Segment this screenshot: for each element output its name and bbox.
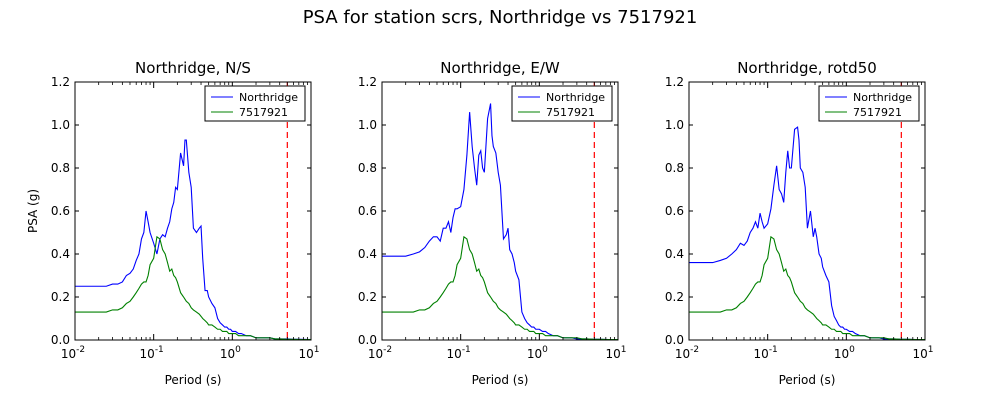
legend: Northridge 7517921 (511, 85, 613, 122)
y-tick-label: 0.2 (665, 290, 684, 304)
y-tick-label: 0.6 (358, 204, 377, 218)
chart-panel-3: 0.0 0.2 0.4 0.6 0.8 1.0 1.2 10-2 10-1 100 101 North… (665, 59, 934, 387)
chart-title: Northridge, N/S (135, 59, 251, 77)
y-tick-label: 0.2 (51, 290, 70, 304)
y-tick-label: 0.6 (665, 204, 684, 218)
legend-label-1: Northridge (239, 91, 298, 104)
chart-panel-2: 0.0 0.2 0.4 0.6 0.8 1.0 1.2 10-2 10-1 100 101 North… (358, 59, 627, 387)
x-axis-label: Period (s) (472, 373, 529, 387)
x-tick-label: 10-2 (368, 345, 392, 361)
x-tick-label: 101 (298, 345, 319, 361)
legend-box (204, 85, 306, 122)
y-tick-label: 0.6 (51, 204, 70, 218)
chart-title: Northridge, E/W (440, 59, 560, 77)
figure-title: PSA for station scrs, Northridge vs 7517… (303, 7, 698, 28)
series-line-2 (689, 235, 925, 340)
legend-box (818, 85, 920, 122)
legend-label-1: Northridge (546, 91, 605, 104)
y-tick-label: 0.4 (665, 247, 684, 261)
y-tick-label: 0.0 (358, 333, 377, 347)
y-tick-label: 0.8 (665, 161, 684, 175)
chart-panel-1: 0.0 0.2 0.4 0.6 0.8 1.0 1.2 10-2 10-1 100 101 North… (26, 59, 320, 387)
x-axis-label: Period (s) (779, 373, 836, 387)
y-tick-label: 1.0 (665, 118, 684, 132)
y-tick-label: 0.8 (51, 161, 70, 175)
legend: Northridge 7517921 (204, 85, 306, 122)
legend: Northridge 7517921 (818, 85, 920, 122)
y-tick-label: 0.0 (665, 333, 684, 347)
x-tick-label: 100 (527, 345, 548, 361)
y-tick-label: 1.2 (665, 75, 684, 89)
legend-box (511, 85, 613, 122)
legend-label-2: 7517921 (239, 106, 288, 119)
x-tick-label: 100 (220, 345, 241, 361)
x-tick-label: 10-1 (447, 345, 471, 361)
legend-label-2: 7517921 (546, 106, 595, 119)
y-tick-label: 1.2 (51, 75, 70, 89)
chart-title: Northridge, rotd50 (737, 59, 877, 77)
y-tick-label: 0.4 (51, 247, 70, 261)
y-tick-label: 0.8 (358, 161, 377, 175)
legend-label-1: Northridge (853, 91, 912, 104)
legend-label-2: 7517921 (853, 106, 902, 119)
y-tick-label: 0.4 (358, 247, 377, 261)
x-tick-label: 10-1 (140, 345, 164, 361)
y-tick-label: 1.0 (358, 118, 377, 132)
x-tick-label: 10-1 (754, 345, 778, 361)
x-tick-label: 101 (605, 345, 626, 361)
y-tick-label: 1.2 (358, 75, 377, 89)
x-tick-label: 101 (912, 345, 933, 361)
x-tick-label: 10-2 (61, 345, 85, 361)
y-axis-label: PSA (g) (26, 189, 40, 233)
x-tick-label: 10-2 (675, 345, 699, 361)
series-line-2 (75, 235, 311, 340)
y-tick-label: 0.2 (358, 290, 377, 304)
y-tick-label: 1.0 (51, 118, 70, 132)
plot-area (382, 82, 618, 340)
x-tick-label: 100 (834, 345, 855, 361)
series-line-2 (382, 235, 618, 340)
y-tick-label: 0.0 (51, 333, 70, 347)
x-axis-label: Period (s) (165, 373, 222, 387)
